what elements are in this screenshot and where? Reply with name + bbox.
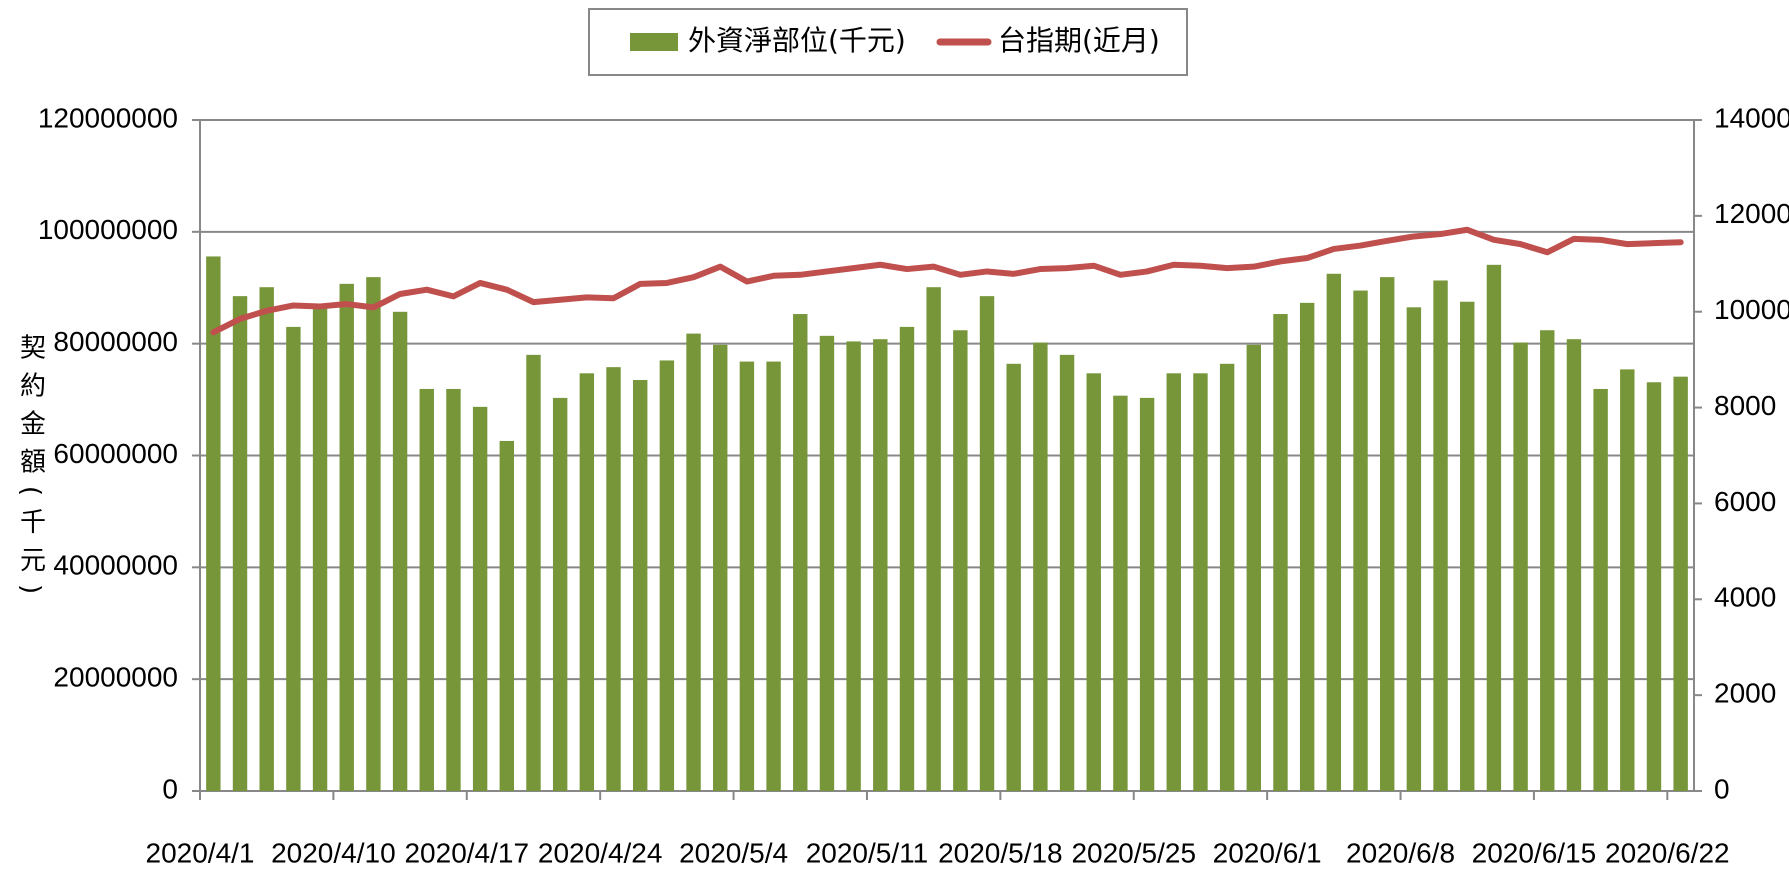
bar xyxy=(552,397,568,791)
bar xyxy=(899,326,915,791)
bar xyxy=(259,287,274,791)
bar xyxy=(1353,290,1368,791)
bar xyxy=(499,440,515,791)
y2-tick-label: 2000 xyxy=(1714,678,1776,709)
bar xyxy=(286,326,301,791)
y-tick-label: 100000000 xyxy=(38,214,178,245)
bar xyxy=(1566,339,1582,791)
y-tick-label: 120000000 xyxy=(38,102,178,133)
bar xyxy=(766,361,781,791)
bar xyxy=(1086,373,1101,791)
bar xyxy=(1113,395,1128,791)
y-tick-label: 80000000 xyxy=(53,326,178,357)
bar xyxy=(1460,301,1475,791)
bar xyxy=(1513,342,1528,791)
bar xyxy=(1166,373,1181,791)
bar xyxy=(472,406,488,791)
x-tick-label: 2020/6/22 xyxy=(1605,837,1730,868)
x-tick-label: 2020/4/24 xyxy=(538,837,663,868)
x-tick-label: 2020/6/1 xyxy=(1213,837,1322,868)
bar xyxy=(1646,382,1662,791)
bar xyxy=(1139,397,1155,791)
bar xyxy=(1059,354,1075,791)
y2-tick-label: 10000 xyxy=(1714,294,1789,325)
x-tick-label: 2020/6/8 xyxy=(1346,837,1455,868)
bar xyxy=(846,341,861,791)
bar xyxy=(606,367,621,791)
bar xyxy=(1540,330,1555,791)
bar xyxy=(232,296,248,791)
y2-tick-label: 12000 xyxy=(1714,198,1789,229)
bar xyxy=(793,314,808,791)
y-tick-label: 20000000 xyxy=(53,662,178,693)
bar xyxy=(446,388,461,791)
bar xyxy=(1193,373,1208,791)
x-tick-label: 2020/6/15 xyxy=(1472,837,1597,868)
bar xyxy=(713,344,728,791)
y-tick-label: 0 xyxy=(162,773,178,804)
bar xyxy=(339,283,354,791)
y2-tick-label: 6000 xyxy=(1714,486,1776,517)
bar xyxy=(632,380,648,791)
y2-tick-label: 4000 xyxy=(1714,582,1776,613)
bar xyxy=(1486,264,1502,791)
bar xyxy=(659,360,675,791)
bar xyxy=(419,388,434,791)
bar xyxy=(1326,273,1342,791)
bar xyxy=(1433,280,1448,791)
bar xyxy=(979,296,995,791)
x-tick-label: 2020/4/17 xyxy=(404,837,529,868)
x-tick-label: 2020/4/10 xyxy=(271,837,396,868)
bar xyxy=(686,333,701,791)
bar xyxy=(526,354,541,791)
bar xyxy=(926,287,941,791)
x-tick-label: 2020/5/11 xyxy=(806,837,929,868)
bar xyxy=(392,311,408,791)
bar xyxy=(206,256,221,792)
legend-label: 台指期(近月) xyxy=(998,24,1160,57)
y-axis-title: 契約金額(千元) xyxy=(16,334,46,606)
bar xyxy=(1006,363,1021,791)
x-tick-label: 2020/5/25 xyxy=(1071,837,1196,868)
bar xyxy=(1673,376,1688,791)
y-tick-label: 60000000 xyxy=(53,438,178,469)
bar xyxy=(1299,302,1315,791)
y2-tick-label: 0 xyxy=(1714,773,1730,804)
bar xyxy=(1593,388,1608,791)
x-tick-label: 2020/4/1 xyxy=(146,837,255,868)
x-tick-label: 2020/5/4 xyxy=(679,837,788,868)
bar xyxy=(1246,344,1262,791)
line xyxy=(210,226,1684,336)
bar xyxy=(873,339,888,791)
bar xyxy=(953,330,968,791)
bar xyxy=(312,307,328,791)
bar xyxy=(1406,307,1422,791)
legend-label: 外資淨部位(千元) xyxy=(688,24,906,57)
bar xyxy=(1219,363,1235,791)
bar xyxy=(1033,342,1048,791)
y-tick-label: 40000000 xyxy=(53,550,178,581)
x-tick-label: 2020/5/18 xyxy=(938,837,1063,868)
legend-box xyxy=(588,8,1188,76)
bar xyxy=(739,361,755,791)
y2-tick-label: 14000 xyxy=(1714,102,1789,133)
y2-tick-label: 8000 xyxy=(1714,390,1776,421)
bar xyxy=(366,277,381,791)
bar xyxy=(1620,369,1635,791)
bar xyxy=(1379,277,1395,791)
bar xyxy=(819,335,835,791)
bar xyxy=(579,373,595,791)
legend-swatch xyxy=(630,33,678,51)
bar xyxy=(1273,314,1288,791)
